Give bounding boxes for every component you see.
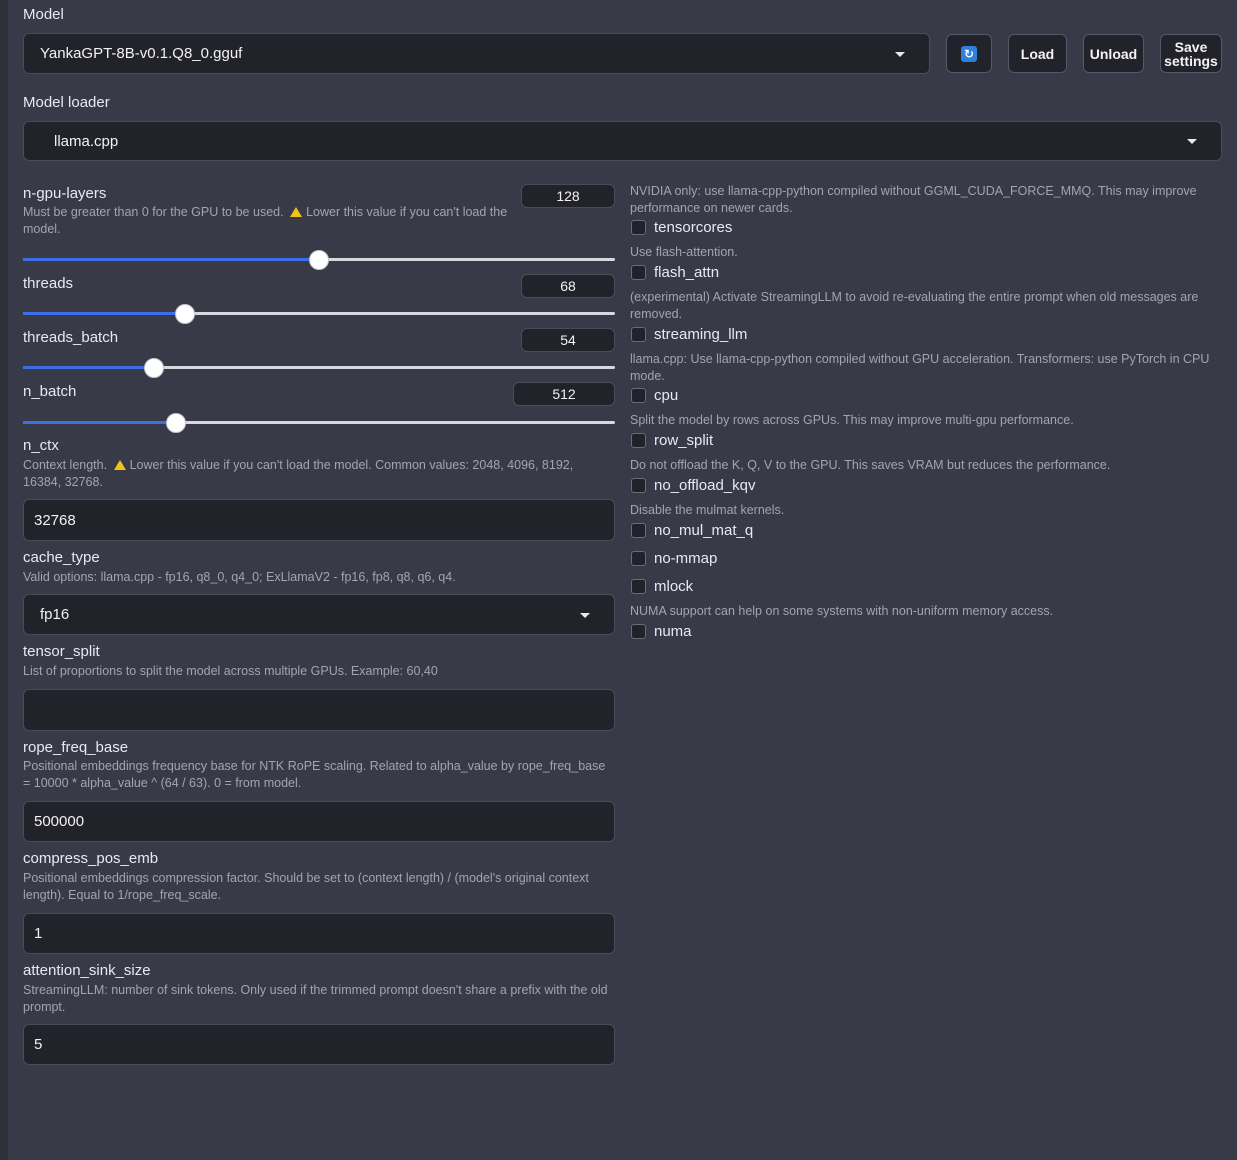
n-gpu-layers-label: n-gpu-layers	[23, 185, 107, 202]
threads-slider[interactable]	[23, 303, 615, 325]
threads-number-input[interactable]: 68	[521, 274, 615, 298]
n-gpu-layers-slider[interactable]	[23, 249, 615, 271]
n-ctx-input[interactable]: 32768	[23, 499, 615, 541]
no-offload-kqv-label: no_offload_kqv	[654, 477, 756, 494]
n-gpu-layers-number-input[interactable]: 128	[521, 184, 615, 208]
n-ctx-info: Context length. Lower this value if you …	[23, 457, 603, 491]
compress-pos-emb-label: compress_pos_emb	[23, 850, 159, 867]
model-label: Model	[23, 6, 64, 23]
n-batch-number-input[interactable]: 512	[513, 382, 615, 406]
cache-type-selected: fp16	[40, 606, 70, 623]
load-button[interactable]: Load	[1008, 34, 1067, 73]
chevron-down-icon	[895, 51, 905, 57]
tensor-split-input[interactable]	[23, 689, 615, 731]
no-offload-kqv-checkbox[interactable]	[631, 478, 646, 493]
model-selected: YankaGPT-8B-v0.1.Q8_0.gguf	[40, 45, 243, 62]
streaming-llm-label: streaming_llm	[654, 326, 748, 343]
model-loader-dropdown[interactable]: llama.cpp	[23, 121, 1222, 161]
numa-label: numa	[654, 623, 692, 640]
tensor-split-label: tensor_split	[23, 643, 100, 660]
slider-track	[23, 312, 615, 315]
slider-fill	[23, 421, 176, 424]
no-mul-mat-q-label: no_mul_mat_q	[654, 522, 754, 539]
slider-track	[23, 366, 615, 369]
attention-sink-size-input[interactable]: 5	[23, 1024, 615, 1065]
chevron-down-icon	[580, 612, 590, 618]
attention-sink-size-info: StreamingLLM: number of sink tokens. Onl…	[23, 983, 608, 1014]
streaming-llm-info: (experimental) Activate StreamingLLM to …	[630, 290, 1199, 321]
slider-thumb[interactable]	[309, 250, 329, 270]
cpu-info: llama.cpp: Use llama-cpp-python compiled…	[630, 352, 1210, 383]
chevron-down-icon	[1187, 139, 1197, 144]
streaming-llm-checkbox[interactable]	[631, 327, 646, 342]
slider-thumb[interactable]	[143, 358, 164, 378]
n-gpu-layers-warn-text: Lower this value if you can't load the m…	[23, 205, 508, 236]
cache-type-info: Valid options: llama.cpp - fp16, q8_0, q…	[23, 570, 456, 584]
attention-sink-size-label: attention_sink_size	[23, 962, 151, 979]
rope-freq-base-info: Positional embeddings frequency base for…	[23, 759, 606, 790]
cache-type-label: cache_type	[23, 549, 100, 566]
rope-freq-base-input[interactable]: 500000	[23, 801, 615, 842]
row-split-info: Split the model by rows across GPUs. Thi…	[630, 413, 1074, 427]
flash-attn-checkbox[interactable]	[631, 265, 646, 280]
row-split-checkbox[interactable]	[631, 433, 646, 448]
n-ctx-label: n_ctx	[23, 437, 59, 454]
cache-type-dropdown[interactable]: fp16	[23, 594, 615, 635]
cpu-checkbox[interactable]	[631, 388, 646, 403]
mlock-label: mlock	[654, 578, 694, 595]
n-batch-label: n_batch	[23, 383, 77, 400]
tensor-split-info: List of proportions to split the model a…	[23, 664, 438, 678]
compress-pos-emb-info: Positional embeddings compression factor…	[23, 871, 589, 902]
n-batch-slider[interactable]	[23, 412, 615, 434]
n-ctx-info-text: Context length.	[23, 458, 108, 472]
tensorcores-label: tensorcores	[654, 219, 733, 236]
threads-label: threads	[23, 275, 74, 292]
row-split-label: row_split	[654, 432, 714, 449]
slider-fill	[23, 312, 186, 315]
refresh-button[interactable]: ↻	[946, 34, 992, 73]
slider-fill	[23, 258, 319, 261]
tensorcores-info: NVIDIA only: use llama-cpp-python compil…	[630, 184, 1197, 215]
no-mmap-label: no-mmap	[654, 550, 718, 567]
threads-batch-number-input[interactable]: 54	[521, 328, 615, 352]
n-gpu-layers-info: Must be greater than 0 for the GPU to be…	[23, 204, 528, 238]
unload-button[interactable]: Unload	[1083, 34, 1144, 73]
no-mul-mat-q-checkbox[interactable]	[631, 523, 646, 538]
slider-fill	[23, 366, 154, 369]
mlock-checkbox[interactable]	[631, 579, 646, 594]
flash-attn-label: flash_attn	[654, 264, 720, 281]
refresh-icon: ↻	[961, 45, 977, 62]
model-loader-label: Model loader	[23, 94, 110, 111]
slider-thumb[interactable]	[165, 413, 186, 433]
cpu-label: cpu	[654, 387, 679, 404]
save-settings-button[interactable]: Save settings	[1160, 34, 1222, 73]
slider-track	[23, 421, 615, 424]
numa-info: NUMA support can help on some systems wi…	[630, 604, 1054, 618]
no-mul-mat-q-info: Disable the mulmat kernels.	[630, 503, 785, 517]
warning-icon	[113, 460, 126, 470]
warning-icon	[290, 207, 303, 217]
no-mmap-checkbox[interactable]	[631, 551, 646, 566]
numa-checkbox[interactable]	[631, 624, 646, 639]
tensorcores-checkbox[interactable]	[631, 220, 646, 235]
model-dropdown[interactable]: YankaGPT-8B-v0.1.Q8_0.gguf	[23, 33, 930, 74]
compress-pos-emb-input[interactable]: 1	[23, 913, 615, 954]
no-offload-kqv-info: Do not offload the K, Q, V to the GPU. T…	[630, 458, 1111, 472]
model-loader-selected: llama.cpp	[54, 132, 119, 150]
n-gpu-layers-info-text: Must be greater than 0 for the GPU to be…	[23, 205, 284, 219]
threads-batch-label: threads_batch	[23, 329, 119, 346]
rope-freq-base-label: rope_freq_base	[23, 739, 129, 756]
threads-batch-slider[interactable]	[23, 357, 615, 379]
left-edge	[0, 0, 8, 1160]
slider-thumb[interactable]	[175, 304, 196, 324]
n-ctx-warn-text: Lower this value if you can't load the m…	[23, 458, 574, 489]
flash-attn-info: Use flash-attention.	[630, 245, 738, 259]
